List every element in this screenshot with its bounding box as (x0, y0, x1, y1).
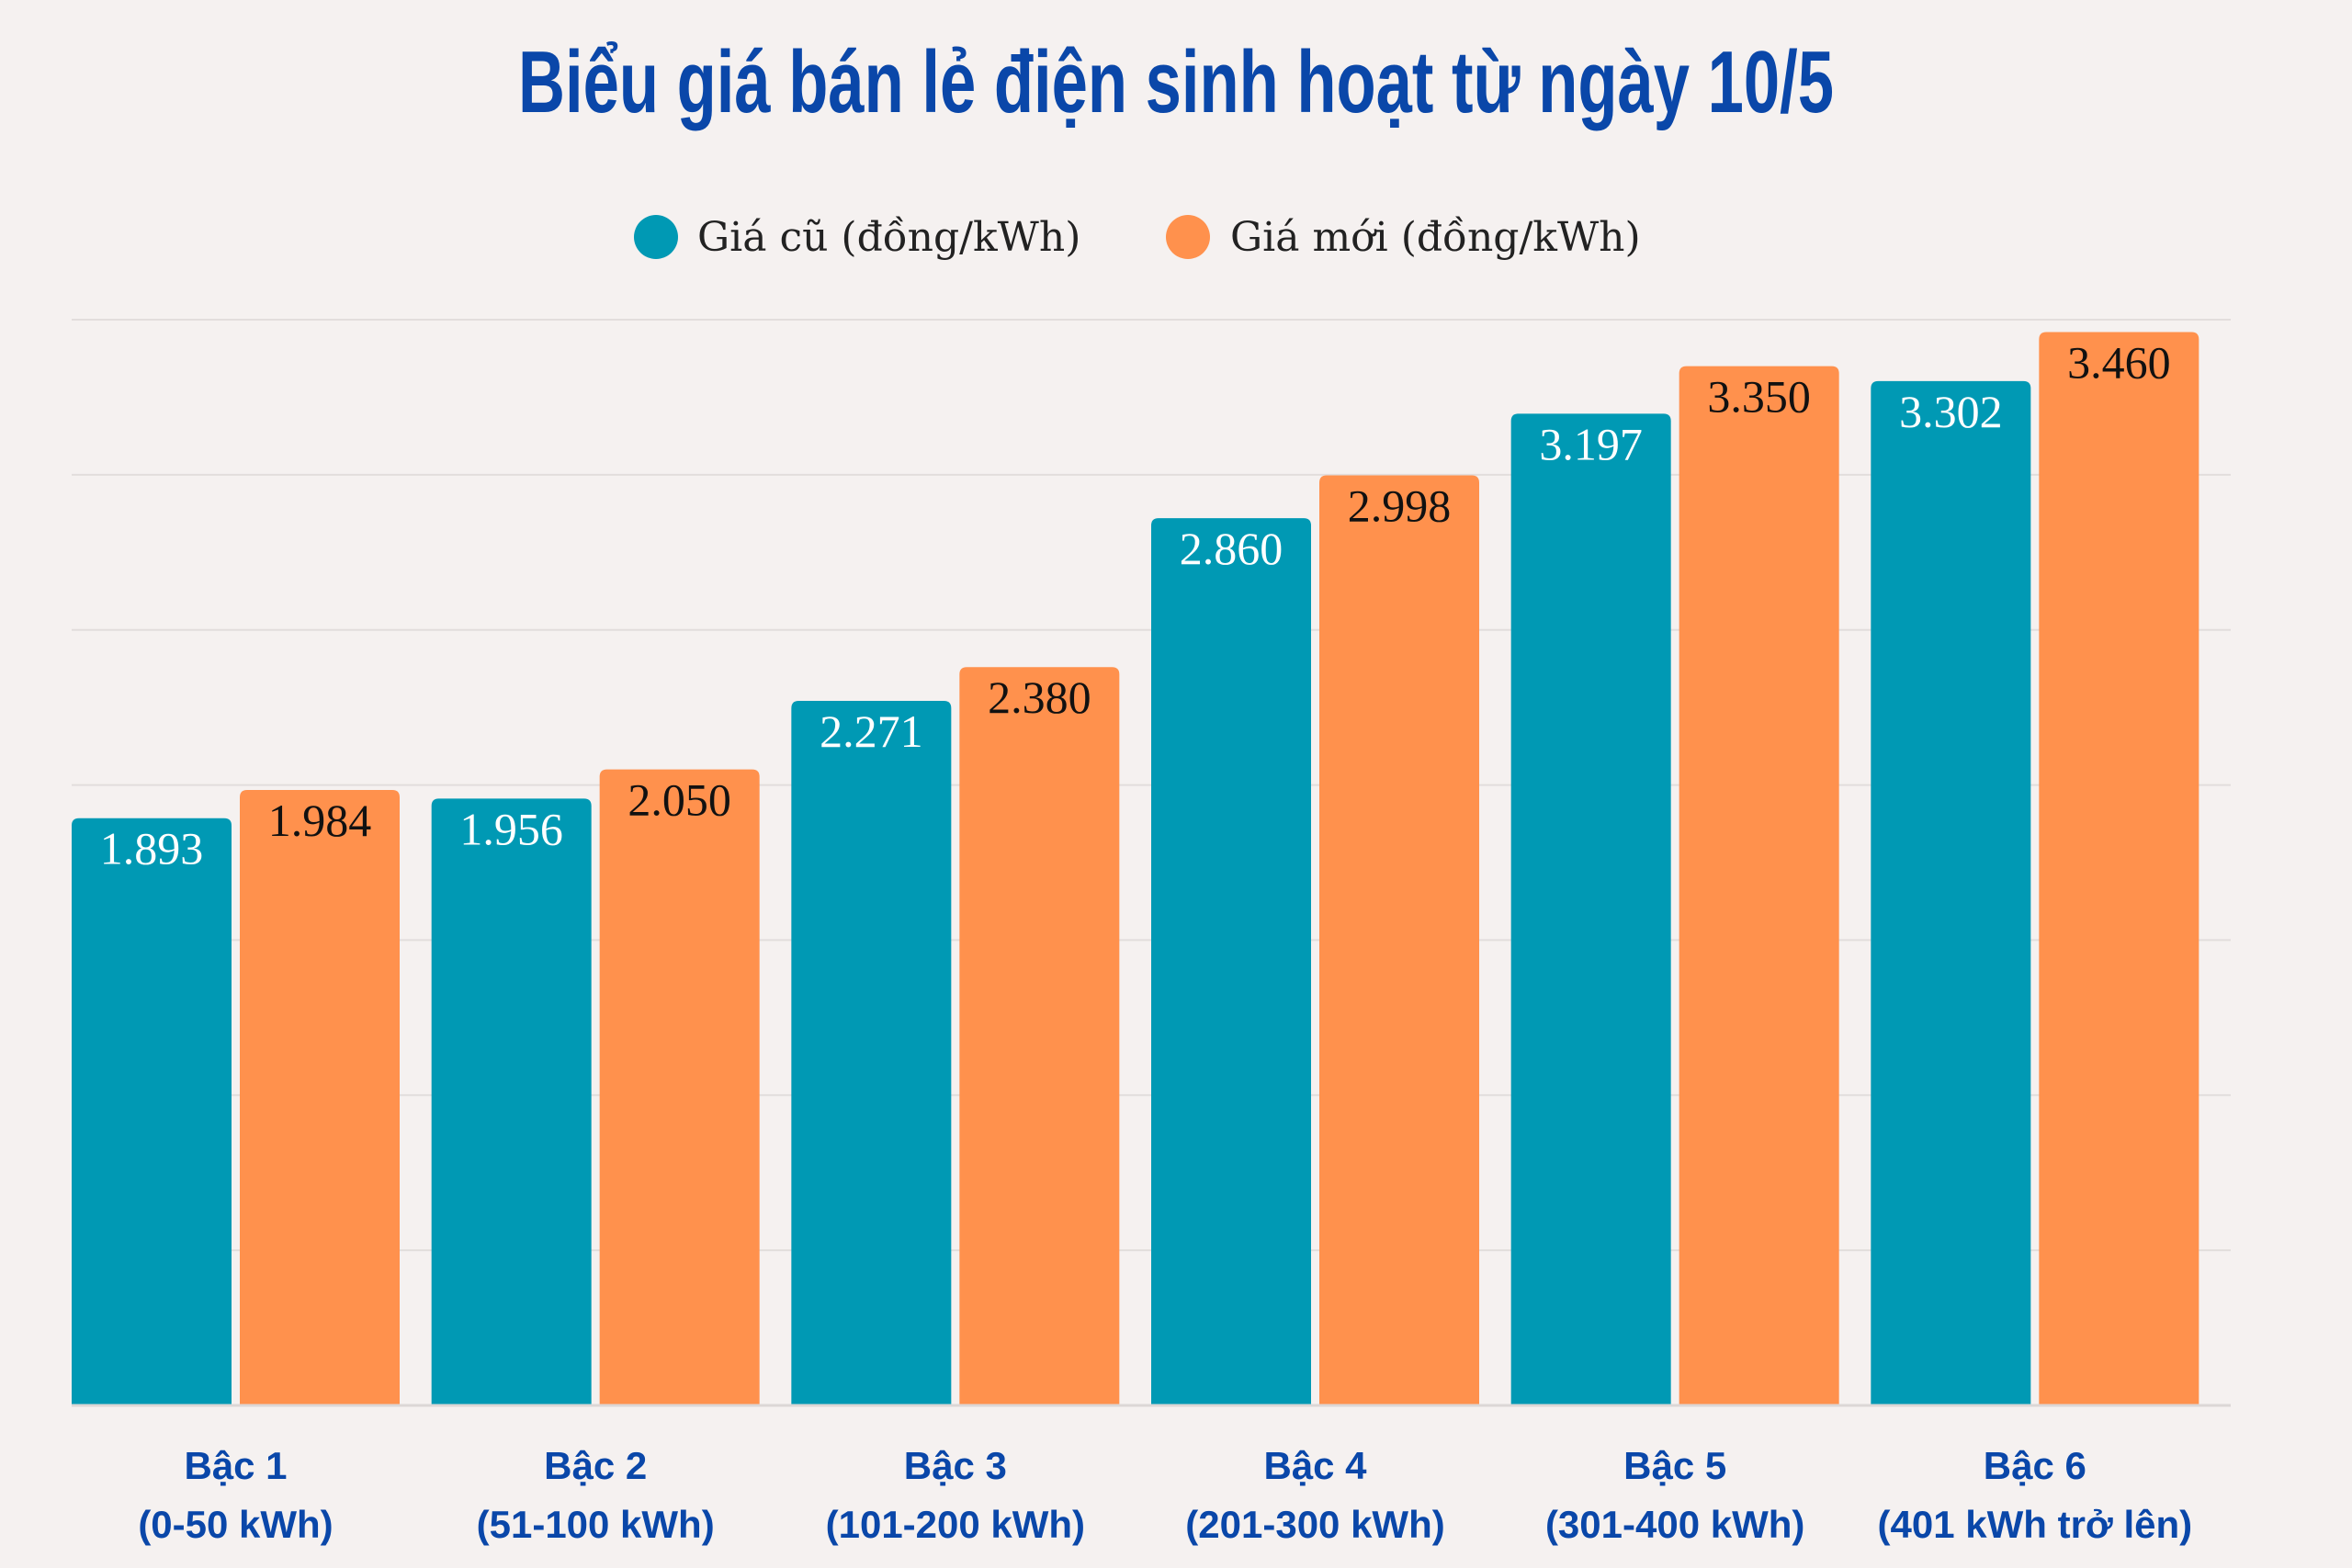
data-label: 1.984 (268, 795, 372, 846)
bar-old-price (791, 701, 952, 1405)
data-label: 2.271 (820, 705, 923, 757)
bar-old-price (72, 818, 232, 1405)
category-range-label: (0-50 kWh) (138, 1503, 333, 1546)
category-range-label: (301-400 kWh) (1545, 1503, 1804, 1546)
bar-old-price (1151, 518, 1311, 1405)
category-range-label: (401 kWh trở lên) (1878, 1503, 2193, 1546)
data-label: 3.460 (2067, 337, 2171, 389)
bar-new-price (959, 667, 1120, 1405)
bar-new-price (599, 769, 760, 1405)
bar-old-price (1510, 413, 1671, 1406)
legend-swatch-new (1166, 215, 1210, 259)
data-label: 1.956 (459, 803, 563, 854)
data-label: 3.197 (1539, 418, 1643, 469)
category-label: Bậc 2 (544, 1444, 647, 1487)
category-label: Bậc 4 (1263, 1444, 1367, 1487)
data-label: 1.893 (100, 823, 204, 874)
bars: 1.893 1.984 1.956 2.050 2.271 2.380 2.860 2.998… (72, 332, 2231, 1407)
category-range-label: (101-200 kWh) (826, 1503, 1085, 1546)
chart-title: Biểu giá bán lẻ điện sinh hoạt từ ngày 1… (518, 33, 1834, 131)
category-range-label: (201-300 kWh) (1185, 1503, 1444, 1546)
data-label: 2.380 (988, 671, 1091, 723)
bar-old-price (431, 798, 592, 1405)
category-label: Bậc 1 (184, 1444, 287, 1487)
bar-new-price (240, 789, 400, 1405)
data-label: 3.350 (1707, 371, 1811, 423)
legend: Giá cũ (đồng/kWh) Giá mới (đồng/kWh) (634, 214, 1641, 261)
bar-new-price (1679, 366, 1839, 1406)
legend-swatch-old (634, 215, 678, 259)
data-label: 2.860 (1180, 523, 1283, 574)
legend-label-new: Giá mới (đồng/kWh) (1230, 214, 1641, 261)
bar-old-price (1871, 380, 2031, 1405)
category-range-label: (51-100 kWh) (477, 1503, 715, 1546)
bar-new-price (1319, 475, 1479, 1405)
category-label: Bậc 6 (1984, 1444, 2086, 1487)
data-label: 2.050 (628, 774, 731, 826)
data-label: 2.998 (1348, 480, 1452, 532)
category-labels: Bậc 1 (0-50 kWh) Bậc 2 (51-100 kWh) Bậc 3 (10… (138, 1444, 2192, 1546)
data-label: 3.302 (1899, 386, 2003, 437)
category-label: Bậc 5 (1623, 1444, 1726, 1487)
legend-label-old: Giá cũ (đồng/kWh) (697, 214, 1080, 261)
bar-new-price (2039, 332, 2199, 1406)
category-label: Bậc 3 (904, 1444, 1007, 1487)
